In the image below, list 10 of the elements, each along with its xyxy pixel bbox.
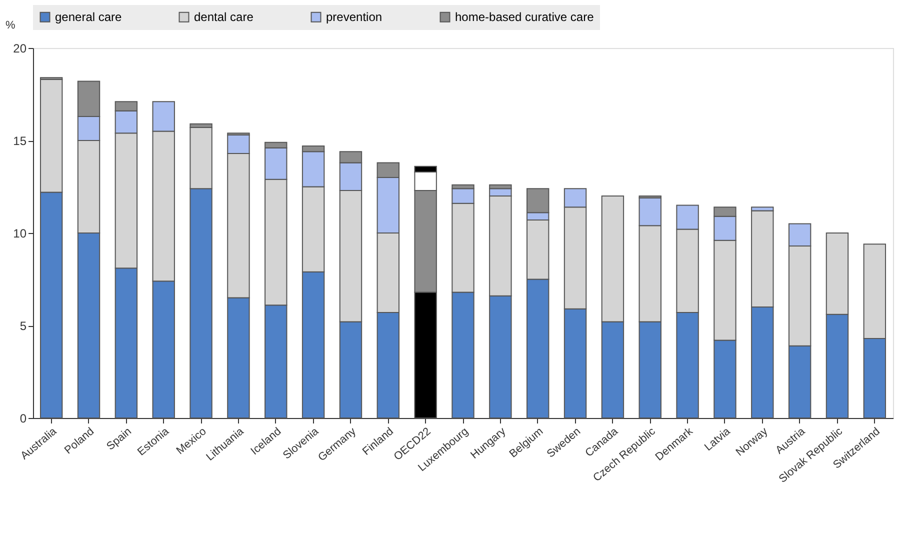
y-tick-label: 20 [13,42,27,56]
legend-label: home-based curative care [455,10,594,24]
y-tick-label: 5 [20,319,27,333]
y-tick-label: 10 [13,226,27,240]
legend-label: prevention [326,10,382,24]
legend-label: general care [55,10,122,24]
y-axis-title: % [6,20,16,32]
y-tick-label: 0 [20,412,27,426]
legend-label: dental care [194,10,254,24]
y-tick-label: 15 [13,134,27,148]
